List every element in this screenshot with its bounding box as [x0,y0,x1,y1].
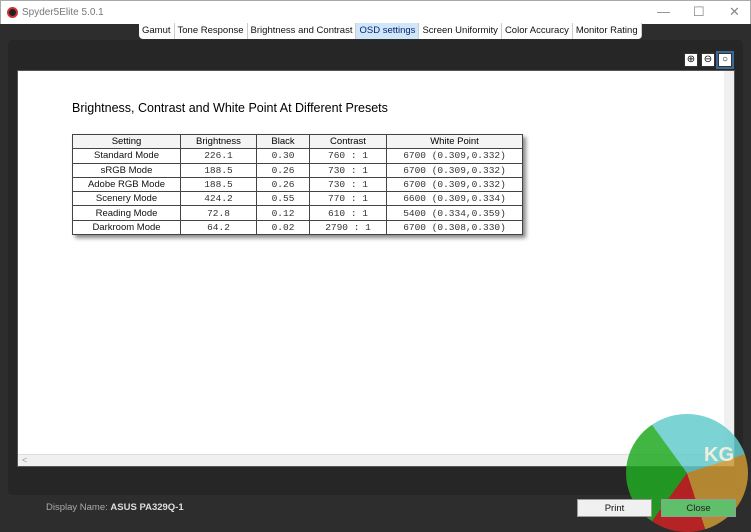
zoom-in-icon[interactable]: ⊕ [684,53,698,67]
report-heading: Brightness, Contrast and White Point At … [72,101,388,115]
scroll-left-icon[interactable]: < [22,455,28,465]
table-row: Reading Mode 72.8 0.12 610 : 1 5400 (0.334,0… [72,205,523,221]
table-cell: 760 : 1 [309,148,387,164]
close-window-button[interactable]: ✕ [729,4,740,19]
table-cell: 6700 (0.309,0.332) [386,176,523,193]
tab-monitor-rating[interactable]: Monitor Rating [573,23,642,39]
table-cell: 730 : 1 [309,176,387,193]
table-cell: Adobe RGB Mode [72,176,181,193]
table-cell: 2790 : 1 [309,219,387,236]
display-name-value: ASUS PA329Q-1 [110,502,184,513]
title-bar: Spyder5Elite 5.0.1 — ☐ ✕ [0,0,751,24]
table-row: Darkroom Mode 64.2 0.02 2790 : 1 6700 (0.308… [72,219,523,236]
table-row: Standard Mode 226.1 0.30 760 : 1 6700 (0.309… [72,148,523,164]
table-cell: Standard Mode [72,148,181,164]
table-row: Scenery Mode 424.2 0.55 770 : 1 6600 (0.309,… [72,191,523,207]
table-cell: 0.26 [256,162,310,178]
table-cell: Reading Mode [72,205,181,221]
table-cell: 0.26 [256,176,310,193]
display-name: Display Name: ASUS PA329Q-1 [46,502,184,513]
close-button[interactable]: Close [661,499,736,517]
tab-gamut[interactable]: Gamut [139,23,175,39]
column-header: Black [256,133,310,150]
table-cell: 730 : 1 [309,162,387,178]
table-cell: 0.30 [256,148,310,164]
tab-brightness-and-contrast[interactable]: Brightness and Contrast [248,23,357,39]
table-cell: 0.02 [256,219,310,236]
table-cell: 64.2 [180,219,257,236]
table-cell: 0.12 [256,205,310,221]
report-canvas: Brightness, Contrast and White Point At … [17,70,735,467]
window-title: Spyder5Elite 5.0.1 [22,7,104,18]
presets-table: Setting Brightness Black Contrast White Poin… [72,133,523,236]
table-cell: 6700 (0.309,0.332) [386,148,523,164]
table-cell: 226.1 [180,148,257,164]
table-cell: 6600 (0.309,0.334) [386,191,523,207]
table-cell: 6700 (0.308,0.330) [386,219,523,236]
column-header: Contrast [309,133,387,150]
vertical-scrollbar[interactable] [724,71,734,456]
tab-bar: Gamut Tone Response Brightness and Contras… [139,23,642,39]
column-header: White Point [386,133,523,150]
app-icon [7,7,18,18]
table-cell: 72.8 [180,205,257,221]
maximize-button[interactable]: ☐ [693,4,705,19]
zoom-out-icon[interactable]: ⊖ [701,53,715,67]
table-cell: Darkroom Mode [72,219,181,236]
table-cell: 424.2 [180,191,257,207]
table-cell: 188.5 [180,162,257,178]
zoom-fit-icon[interactable]: ○ [716,51,734,69]
column-header: Brightness [180,133,257,150]
minimize-button[interactable]: — [657,4,670,19]
table-cell: 0.55 [256,191,310,207]
table-row: sRGB Mode 188.5 0.26 730 : 1 6700 (0.309,0.3… [72,162,523,178]
table-cell: Scenery Mode [72,191,181,207]
display-name-label: Display Name: [46,502,108,513]
table-cell: sRGB Mode [72,162,181,178]
column-header: Setting [72,133,181,150]
table-cell: 770 : 1 [309,191,387,207]
horizontal-scrollbar[interactable]: < [18,454,734,466]
table-row: Adobe RGB Mode 188.5 0.26 730 : 1 6700 (0.30… [72,176,523,193]
tab-tone-response[interactable]: Tone Response [175,23,248,39]
tab-osd-settings[interactable]: OSD settings [356,23,420,39]
table-cell: 5400 (0.334,0.359) [386,205,523,221]
tab-screen-uniformity[interactable]: Screen Uniformity [419,23,502,39]
print-button[interactable]: Print [577,499,652,517]
zoom-controls: ⊕ ⊖ ○ [684,51,734,69]
table-cell: 188.5 [180,176,257,193]
tab-color-accuracy[interactable]: Color Accuracy [502,23,573,39]
table-cell: 6700 (0.309,0.332) [386,162,523,178]
table-cell: 610 : 1 [309,205,387,221]
